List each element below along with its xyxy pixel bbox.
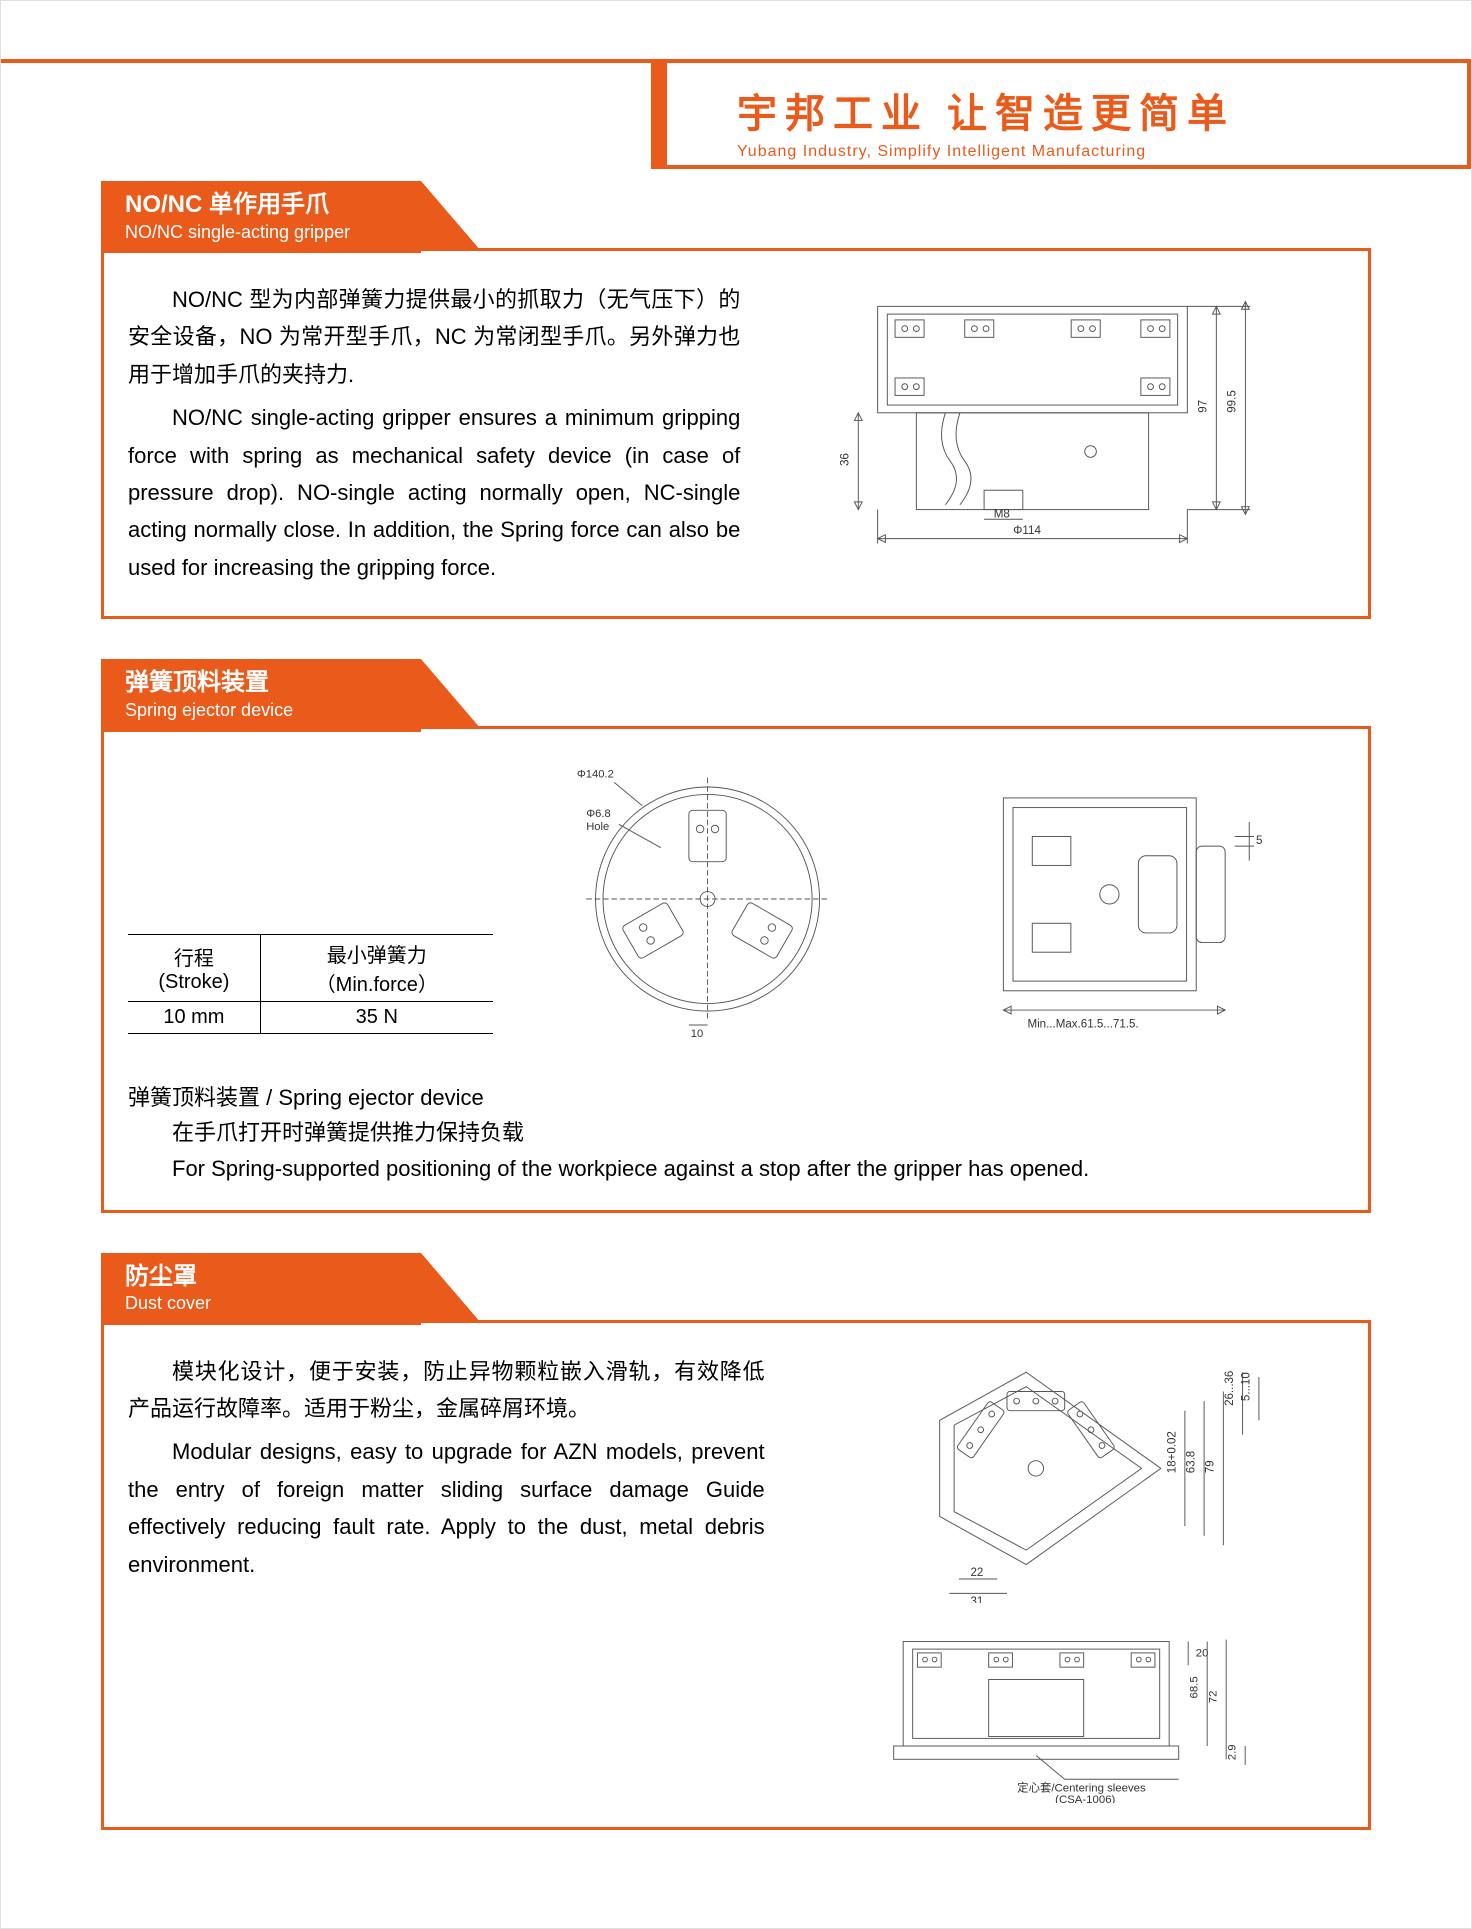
nonc-title-en: NO/NC single-acting gripper [125, 222, 361, 244]
header-slogan-en: Yubang Industry, Simplify Intelligent Ma… [737, 143, 1427, 161]
header-slogan-cn: 宇邦工业 让智造更简单 [737, 81, 1427, 139]
spring-dim-range: Min...Max.61.5...71.5. [1027, 1019, 1138, 1031]
table-row: 行程(Stroke) 最小弹簧力（Min.force） [128, 935, 493, 1002]
nonc-para-cn: NO/NC 型为内部弹簧力提供最小的抓取力（无气压下）的安全设备，NO 为常开型… [128, 281, 740, 393]
nonc-title-cn: NO/NC 单作用手爪 [125, 191, 361, 220]
spring-dim-10: 10 [691, 1028, 703, 1039]
section-spring: 弹簧顶料装置 Spring ejector device 行程(Stroke) … [101, 659, 1371, 1213]
spring-caption: 弹簧顶料装置 / Spring ejector device 在手爪打开时弹簧提… [128, 1080, 1344, 1186]
section-nonc-body: NO/NC 型为内部弹簧力提供最小的抓取力（无气压下）的安全设备，NO 为常开型… [101, 251, 1371, 619]
spring-circle-diagram: Φ140.2 Φ6.8 Hole 10 [513, 759, 902, 1044]
nonc-drawing-svg: Φ114 M8 36 97 [760, 287, 1344, 587]
spring-dim-phi68: Φ6.8 [586, 808, 610, 820]
dust-title-en: Dust cover [125, 1293, 361, 1315]
section-tab-underline [101, 248, 1371, 251]
section-dust-tab: 防尘罩 Dust cover [101, 1253, 421, 1325]
dust-dim-510: 5...10 [1240, 1372, 1252, 1401]
dust-dim-79: 79 [1204, 1460, 1216, 1473]
dust-dim-18: 18+0.02 [1166, 1431, 1178, 1473]
section-tab-underline [101, 1320, 1371, 1323]
spring-td-force: 35 N [260, 1002, 492, 1034]
dust-para-cn: 模块化设计，便于安装，防止异物颗粒嵌入滑轨，有效降低产品运行故障率。适用于粉尘，… [128, 1353, 765, 1428]
spring-td-stroke: 10 mm [128, 1002, 260, 1034]
spring-table-wrap: 行程(Stroke) 最小弹簧力（Min.force） 10 mm 35 N [128, 934, 493, 1044]
dust-top-svg: 22 31 18+0.02 63.8 79 26...36 5...10 [785, 1353, 1344, 1603]
dust-title-cn: 防尘罩 [125, 1263, 361, 1292]
dust-dim-20: 20 [1195, 1647, 1208, 1659]
section-nonc: NO/NC 单作用手爪 NO/NC single-acting gripper … [101, 181, 1371, 619]
nonc-dim-995: 99.5 [1226, 390, 1239, 413]
spring-dim-phi1402: Φ140.2 [577, 769, 614, 781]
section-spring-header: 弹簧顶料装置 Spring ejector device [101, 659, 1371, 729]
section-nonc-header: NO/NC 单作用手爪 NO/NC single-acting gripper [101, 181, 1371, 251]
dust-dim-29: 2.9 [1226, 1744, 1238, 1760]
section-tab-underline [101, 726, 1371, 729]
spring-label-hole: Hole [586, 821, 609, 833]
spring-top-row: 行程(Stroke) 最小弹簧力（Min.force） 10 mm 35 N [128, 759, 1344, 1044]
header-slogan-box: 宇邦工业 让智造更简单 Yubang Industry, Simplify In… [667, 63, 1467, 165]
dust-para-en: Modular designs, easy to upgrade for AZN… [128, 1433, 765, 1583]
spring-table: 行程(Stroke) 最小弹簧力（Min.force） 10 mm 35 N [128, 934, 493, 1034]
spring-caption-en: For Spring-supported positioning of the … [128, 1151, 1344, 1186]
nonc-dim-36: 36 [839, 453, 852, 466]
spring-caption-cn: 在手爪打开时弹簧提供推力保持负载 [128, 1115, 1344, 1150]
spring-title-cn: 弹簧顶料装置 [125, 669, 361, 698]
dust-dim-31: 31 [970, 1596, 983, 1603]
dust-label-center: 定心套/Centering sleeves [1017, 1780, 1146, 1794]
section-dust-header: 防尘罩 Dust cover [101, 1253, 1371, 1323]
dust-dim-22: 22 [970, 1567, 983, 1579]
spring-title-en: Spring ejector device [125, 700, 361, 722]
section-nonc-tab: NO/NC 单作用手爪 NO/NC single-acting gripper [101, 181, 421, 253]
dust-label-csa: (CSA-1006) [1055, 1794, 1115, 1803]
dust-dim-685: 68.5 [1188, 1676, 1200, 1698]
nonc-diagram: Φ114 M8 36 97 [760, 281, 1344, 592]
section-dust: 防尘罩 Dust cover 模块化设计，便于安装，防止异物颗粒嵌入滑轨，有效降… [101, 1253, 1371, 1830]
spring-th-stroke: 行程(Stroke) [128, 935, 260, 1002]
section-dust-body: 模块化设计，便于安装，防止异物颗粒嵌入滑轨，有效降低产品运行故障率。适用于粉尘，… [101, 1323, 1371, 1830]
header-banner: 宇邦工业 让智造更简单 Yubang Industry, Simplify In… [1, 1, 1471, 161]
dust-diagrams: 22 31 18+0.02 63.8 79 26...36 5...10 [785, 1353, 1344, 1803]
dust-text: 模块化设计，便于安装，防止异物颗粒嵌入滑轨，有效降低产品运行故障率。适用于粉尘，… [128, 1353, 765, 1803]
section-spring-tab: 弹簧顶料装置 Spring ejector device [101, 659, 421, 731]
dust-dim-638: 63.8 [1185, 1450, 1197, 1472]
nonc-dim-97: 97 [1197, 399, 1210, 412]
dust-dim-2636: 26...36 [1224, 1370, 1236, 1405]
dust-dim-72: 72 [1207, 1690, 1219, 1703]
spring-caption-line1: 弹簧顶料装置 / Spring ejector device [128, 1085, 484, 1110]
spring-dim-5: 5 [1256, 835, 1262, 847]
page-root: 宇邦工业 让智造更简单 Yubang Industry, Simplify In… [0, 0, 1472, 1929]
nonc-text: NO/NC 型为内部弹簧力提供最小的抓取力（无气压下）的安全设备，NO 为常开型… [128, 281, 740, 592]
spring-th-force: 最小弹簧力（Min.force） [260, 935, 492, 1002]
spring-circle-svg: Φ140.2 Φ6.8 Hole 10 [513, 759, 902, 1039]
nonc-dim-m8: M8 [994, 507, 1010, 520]
section-spring-body: 行程(Stroke) 最小弹簧力（Min.force） 10 mm 35 N [101, 729, 1371, 1213]
nonc-dim-phi114: Φ114 [1013, 523, 1041, 536]
spring-side-diagram: 5 Min...Max.61.5...71.5. [922, 769, 1335, 1044]
nonc-para-en: NO/NC single-acting gripper ensures a mi… [128, 399, 740, 586]
spring-side-svg: 5 Min...Max.61.5...71.5. [922, 769, 1335, 1039]
dust-bottom-svg: 20 68.5 72 2.9 定心套/Centering sleeves (CS… [785, 1613, 1344, 1803]
table-row: 10 mm 35 N [128, 1002, 493, 1034]
